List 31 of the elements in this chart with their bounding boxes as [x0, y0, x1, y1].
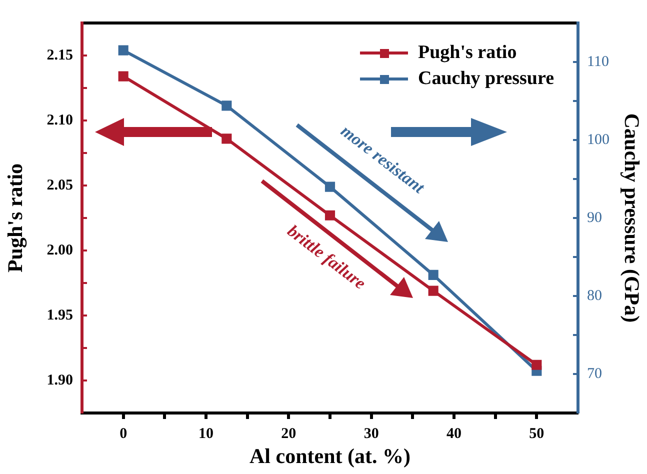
- y-tick-label: 1.95: [46, 307, 73, 324]
- point: [222, 134, 232, 144]
- x-tick-label: 50: [529, 426, 544, 442]
- y2-tick-label: 90: [587, 210, 602, 226]
- y2-axis-title: Cauchy pressure (GPa): [620, 113, 644, 323]
- point: [222, 100, 232, 111]
- point: [428, 286, 438, 296]
- y2-tick-label: 110: [587, 54, 609, 70]
- y2-tick-label: 80: [587, 288, 602, 304]
- legend-label: Cauchy pressure: [418, 68, 554, 89]
- point: [118, 45, 128, 56]
- y-tick-label: 2.05: [46, 177, 73, 194]
- point: [428, 270, 438, 280]
- y2-tick-label: 70: [587, 366, 602, 382]
- point: [532, 360, 542, 370]
- y2-tick-label: 100: [587, 132, 610, 148]
- x-tick-label: 40: [446, 426, 462, 442]
- point: [324, 182, 336, 192]
- y-axis-title: Pugh's ratio: [3, 163, 28, 273]
- point: [118, 71, 128, 82]
- y-tick-label: 2.00: [46, 242, 73, 258]
- x-tick-label: 0: [120, 426, 128, 442]
- x-tick-label: 30: [364, 426, 379, 442]
- y-tick-label: 2.15: [46, 47, 73, 64]
- legend-label: Pugh's ratio: [418, 42, 517, 63]
- y-tick-label: 2.10: [46, 112, 73, 128]
- point: [324, 210, 336, 220]
- x-axis-title: Al content (at. %): [250, 444, 410, 468]
- x-tick-label: 10: [198, 426, 214, 442]
- x-tick-label: 20: [281, 426, 296, 442]
- y-tick-label: 1.90: [46, 372, 73, 388]
